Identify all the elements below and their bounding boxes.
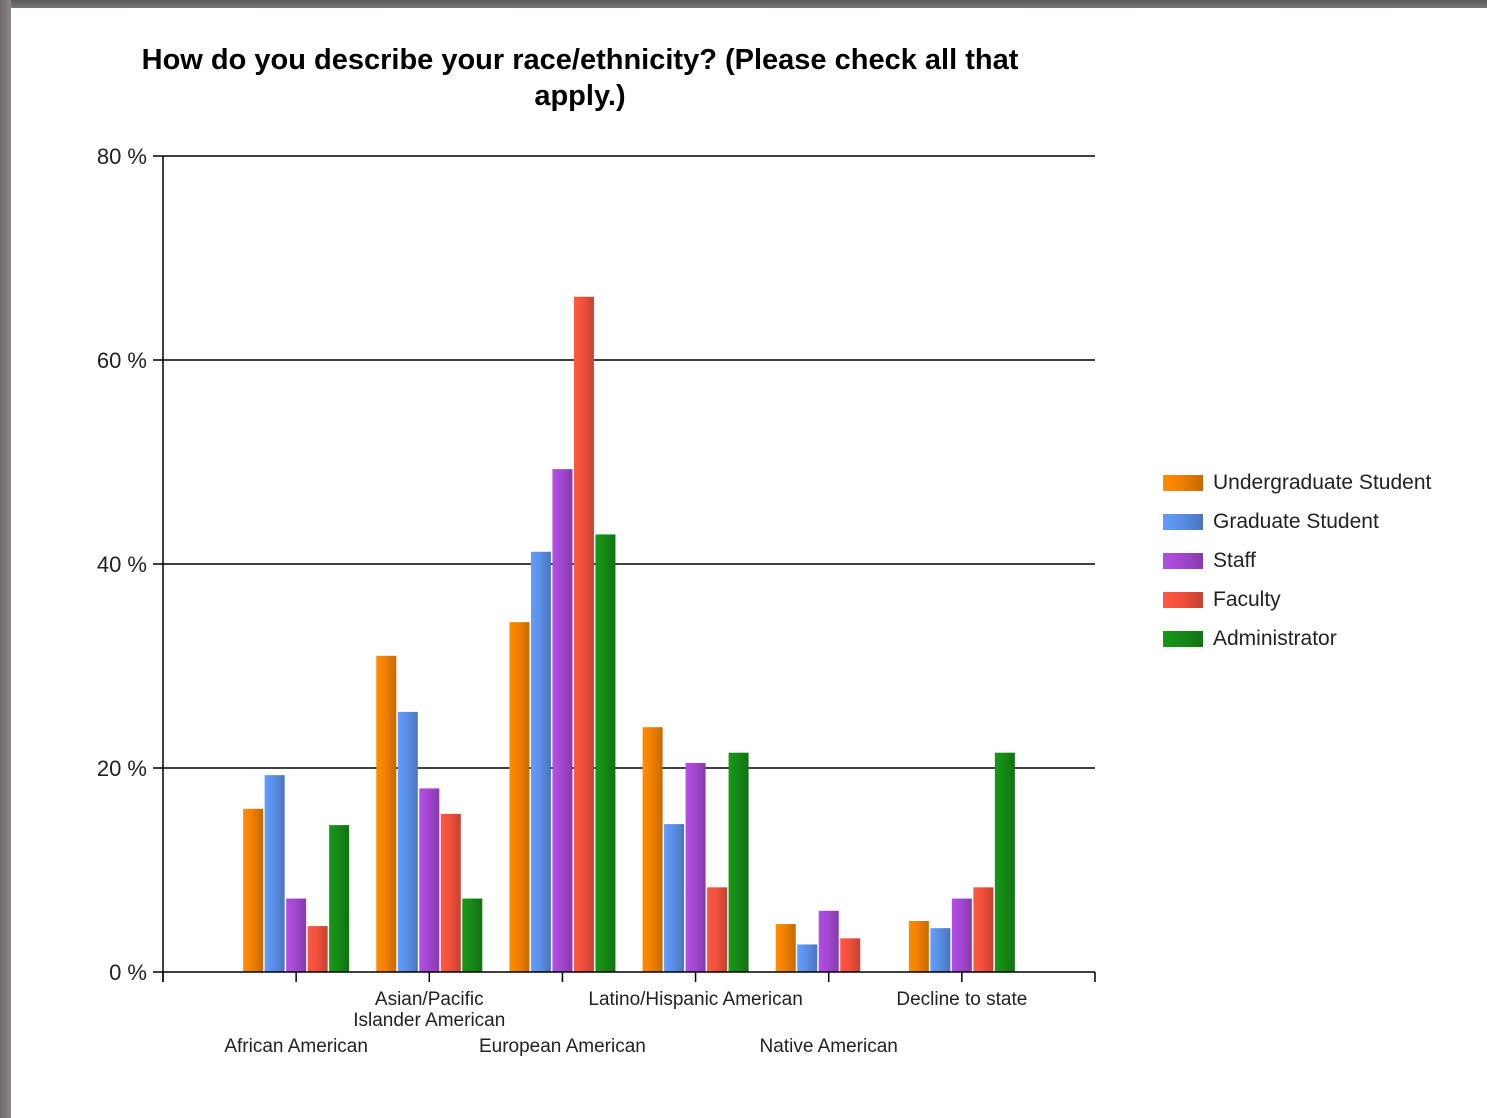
y-tick-label: 40 % — [97, 552, 147, 577]
bar — [685, 762, 706, 972]
legend-swatch — [1163, 513, 1203, 530]
bar — [930, 928, 951, 972]
bar — [573, 296, 594, 972]
legend-swatch — [1163, 552, 1203, 569]
window-frame-left — [0, 0, 11, 1118]
bar — [664, 824, 685, 972]
y-tick-label: 80 % — [97, 144, 147, 169]
legend-label: Staff — [1213, 548, 1256, 572]
legend-label: Graduate Student — [1213, 509, 1379, 533]
x-tick-label: Native American — [760, 1036, 898, 1057]
bars — [243, 296, 1015, 972]
bar — [462, 898, 483, 972]
bar — [376, 655, 397, 972]
axis-labels: 0 % 20 % 40 % 60 % 80 % African American Asian… — [97, 144, 1027, 1057]
bar — [642, 727, 663, 972]
legend-swatch — [1163, 591, 1203, 608]
legend-label: Administrator — [1213, 626, 1337, 650]
y-tick-label: 0 % — [109, 960, 147, 985]
legend-item: Undergraduate Student — [1163, 463, 1431, 502]
legend-swatch — [1163, 474, 1203, 491]
bar — [243, 808, 264, 972]
bar — [840, 938, 861, 972]
window-frame-top — [0, 0, 1487, 8]
bar — [595, 534, 616, 972]
y-tick-label: 60 % — [97, 348, 147, 373]
x-tick-label: African American — [224, 1036, 368, 1057]
grid-lines — [163, 155, 1095, 769]
bar — [509, 622, 530, 972]
x-tick-label: Decline to state — [896, 989, 1027, 1010]
bar — [818, 910, 839, 972]
legend-item: Faculty — [1163, 580, 1431, 619]
legend-item: Graduate Student — [1163, 502, 1431, 541]
chart-title: How do you describe your race/ethnicity?… — [141, 44, 1019, 112]
bar — [552, 469, 573, 972]
legend: Undergraduate Student Graduate Student Sta… — [1163, 463, 1431, 658]
bar — [973, 887, 994, 972]
bar — [728, 752, 749, 972]
axes — [153, 155, 1096, 982]
bar — [908, 921, 929, 972]
bar — [775, 924, 796, 972]
bar — [397, 711, 418, 972]
bar — [286, 898, 307, 972]
bar — [797, 944, 818, 972]
bar — [994, 752, 1015, 972]
legend-item: Staff — [1163, 541, 1431, 580]
legend-label: Faculty — [1213, 587, 1281, 611]
y-tick-label: 20 % — [97, 756, 147, 781]
x-tick-label: Asian/Pacific — [375, 989, 484, 1010]
bar — [951, 898, 972, 972]
legend-item: Administrator — [1163, 619, 1431, 658]
legend-swatch — [1163, 630, 1203, 647]
x-tick-label: European American — [479, 1036, 646, 1057]
bar — [440, 813, 461, 972]
legend-label: Undergraduate Student — [1213, 470, 1432, 494]
bar — [530, 551, 551, 972]
x-tick-label: Latino/Hispanic American — [588, 989, 802, 1010]
bar — [329, 825, 350, 972]
x-tick-label: Islander American — [353, 1010, 505, 1031]
bar — [419, 788, 440, 972]
bar — [707, 887, 728, 972]
bar — [307, 926, 328, 972]
bar — [264, 775, 285, 972]
